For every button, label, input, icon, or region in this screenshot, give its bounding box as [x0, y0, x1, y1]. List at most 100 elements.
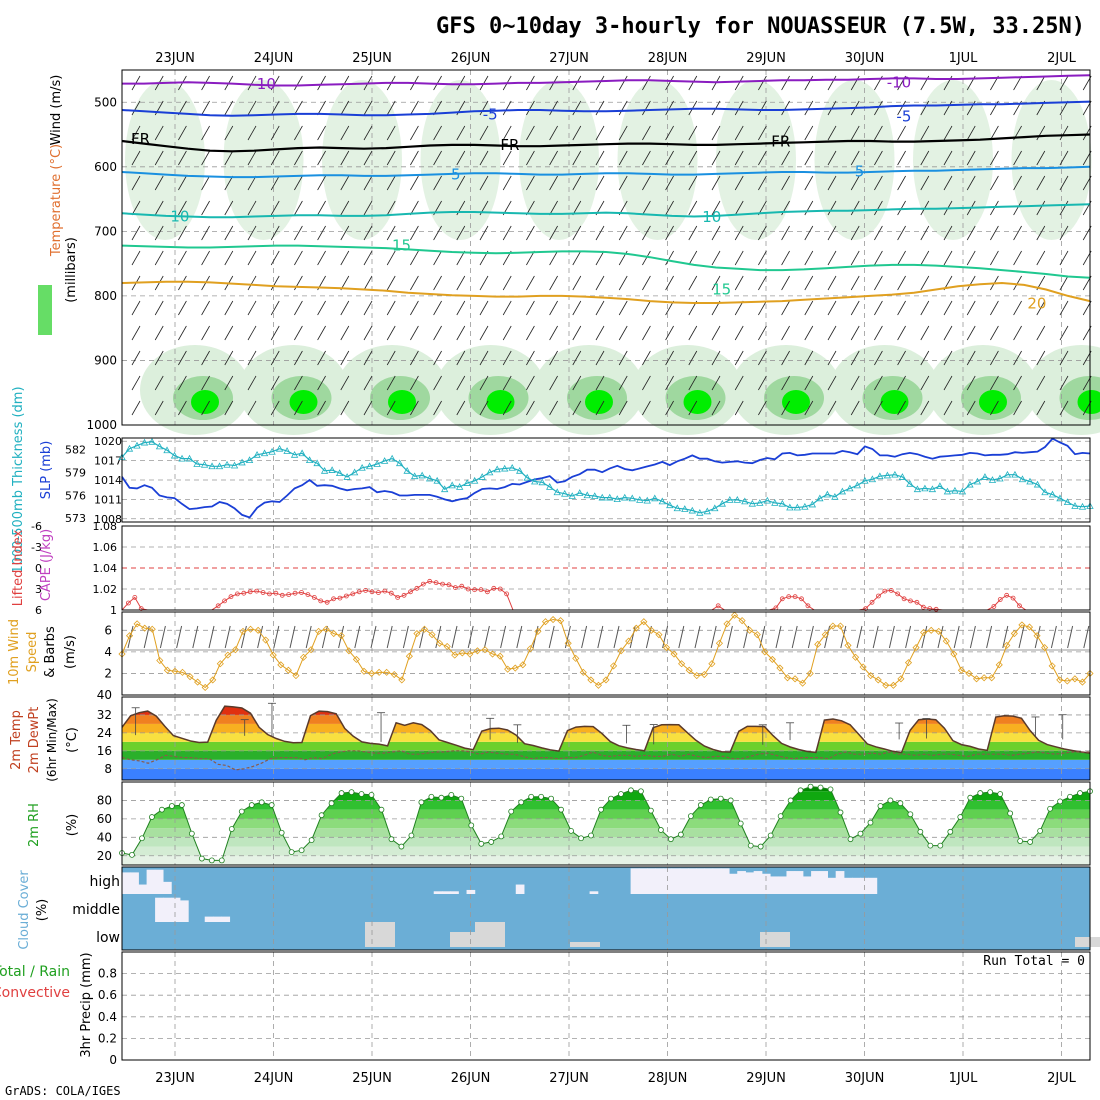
wind-barb — [758, 175, 767, 191]
wind-barb — [897, 350, 906, 366]
wind-barb — [874, 225, 883, 241]
thickness-marker — [493, 465, 501, 473]
thickness-marker — [861, 476, 869, 484]
wind-speed-marker — [277, 661, 285, 669]
isotherm--5 — [121, 100, 1091, 117]
thickness-marker — [358, 463, 366, 471]
rh-marker — [488, 839, 495, 845]
cloud-bar-high — [647, 868, 656, 894]
wind-speed-marker — [950, 650, 958, 658]
wind-barb — [781, 150, 790, 166]
wind-speed-marker — [337, 632, 345, 640]
cloud-units-label: (%) — [35, 899, 50, 922]
wind-barb — [874, 200, 883, 216]
wind-barb — [294, 175, 303, 191]
wind-barb — [456, 225, 466, 241]
wind-speed-marker — [163, 666, 171, 674]
wind-barb — [804, 225, 814, 241]
wind-barb — [178, 325, 187, 341]
thickness-marker — [1003, 470, 1012, 478]
thickness-marker — [831, 492, 839, 500]
thickness-marker — [913, 485, 922, 493]
wind-speed-marker — [504, 665, 512, 673]
cloud-bar-low — [760, 932, 790, 947]
wind-barb — [827, 400, 837, 416]
wind-barb — [131, 300, 141, 316]
li-marker — [920, 604, 926, 610]
wind-barb — [734, 300, 744, 316]
wind-barb — [850, 225, 860, 241]
wind-barb — [990, 150, 999, 166]
thickness-marker — [425, 474, 434, 482]
wind-barb — [410, 200, 419, 216]
thickness-marker — [403, 467, 411, 474]
rh-marker — [897, 800, 904, 807]
thickness-marker — [966, 480, 974, 488]
wind-barb — [294, 250, 303, 266]
wind-speed-marker — [125, 632, 134, 640]
isotherm-label: 15 — [712, 280, 731, 298]
wind-barb — [595, 400, 605, 416]
wind-barb — [154, 325, 164, 341]
wind10m-barb — [921, 625, 928, 649]
cloud-bar-high — [737, 871, 746, 894]
wind-barb — [966, 125, 976, 141]
wind-barb — [340, 125, 350, 141]
wind10m-barb — [192, 625, 199, 649]
rh-shade-upper — [716, 80, 796, 240]
wind-barb — [943, 100, 953, 116]
wind-barb — [294, 225, 303, 241]
wind-barb — [526, 100, 535, 116]
cloud-bar-high — [441, 891, 451, 894]
isotherm-label: FR — [131, 130, 150, 148]
wind-speed-marker — [383, 668, 391, 676]
wind-speed-marker — [398, 676, 406, 684]
wind-barb — [340, 150, 350, 166]
wind-speed-marker — [935, 627, 943, 635]
isotherm-label: -5 — [896, 107, 911, 125]
wind-speed-marker — [239, 627, 247, 635]
wind10m-barb — [338, 625, 345, 649]
temp-tick-label: 24 — [97, 726, 112, 740]
wind10m-barb — [824, 625, 831, 649]
wind10m-barb — [1083, 625, 1090, 649]
wind-barb — [1036, 150, 1046, 166]
wind-barb — [920, 375, 930, 391]
wind-barb — [874, 150, 883, 166]
wind-barb — [363, 150, 373, 166]
bottom-date-axis: 23JUN 24JUN 25JUN 26JUN 27JUN 28JUN 29JUN 30JUN… — [155, 1071, 1076, 1086]
rh-marker — [757, 843, 764, 850]
wind-barb — [734, 400, 744, 416]
wind-barb — [781, 400, 790, 416]
wind-speed-marker — [443, 642, 451, 651]
wind-barb — [688, 350, 698, 366]
rh-marker — [667, 836, 674, 843]
cloud-bar-middle — [204, 916, 214, 922]
wind-barb — [850, 250, 860, 266]
thickness-marker — [591, 492, 599, 499]
rh-marker — [707, 796, 714, 803]
li-marker — [799, 596, 804, 602]
wind-barb — [317, 175, 326, 191]
thickness-marker — [741, 497, 749, 505]
wind-barb — [642, 150, 651, 166]
pressure-tick-label: 600 — [94, 160, 117, 174]
wind-barb — [711, 350, 721, 366]
li-marker — [395, 595, 401, 600]
wind10m-barb — [483, 625, 490, 649]
li-marker — [805, 603, 811, 609]
slp-tick-label: 1017 — [94, 455, 122, 468]
wind-speed-marker — [330, 629, 338, 638]
wind-barb — [201, 175, 210, 191]
wind-barb — [990, 250, 999, 266]
wind-speed-marker — [625, 637, 633, 645]
slp-tick-label: 1008 — [94, 513, 122, 526]
cloud-level-label: middle — [72, 902, 120, 918]
wind-barb — [966, 250, 976, 266]
thickness-marker — [688, 506, 696, 514]
wind-speed-marker — [814, 640, 822, 648]
wind-barb — [410, 350, 419, 366]
thickness-marker — [320, 467, 329, 474]
wind-barb — [456, 275, 466, 291]
wind-speed-marker — [496, 652, 504, 660]
